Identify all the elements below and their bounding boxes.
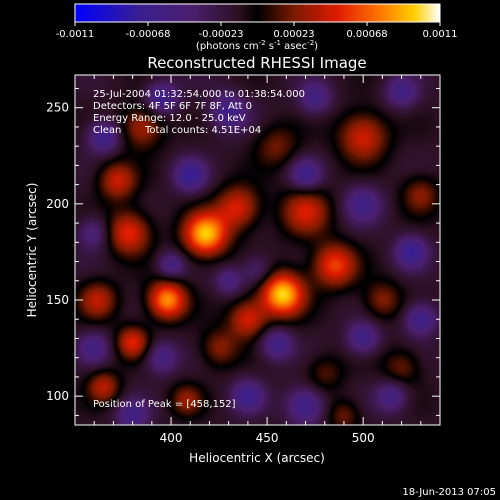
- colorbar-tick-label: 0.00068: [346, 29, 387, 40]
- heatmap-area: [75, 75, 440, 425]
- colorbar-unit-label: (photons cm-2 s-1 asec-2): [196, 39, 318, 52]
- colorbar-tick-label: -0.00068: [126, 29, 171, 40]
- colorbar-tick-labels: -0.0011 -0.00068 -0.00023 0.00023 0.00068 0.0…: [56, 29, 458, 40]
- y-tick-label: 250: [46, 101, 69, 115]
- annotation-energy-range: Energy Range: 12.0 - 25.0 keV: [93, 113, 246, 124]
- annotation-time-range: 25-Jul-2004 01:32:54.000 to 01:38:54.000: [93, 89, 305, 100]
- annotation-detectors: Detectors: 4F 5F 6F 7F 8F, Att 0: [93, 101, 252, 112]
- annotation-peak-position: Position of Peak = [458,152]: [93, 399, 236, 410]
- x-axis-ticks: 400 450 500: [93, 75, 441, 445]
- footer-timestamp: 18-Jun-2013 07:05: [402, 487, 496, 498]
- x-tick-label: 500: [352, 431, 375, 445]
- chart-title: Reconstructed RHESSI Image: [147, 54, 366, 72]
- plot-frame: [74, 74, 441, 426]
- y-axis-label: Heliocentric Y (arcsec): [25, 183, 39, 318]
- colorbar-tick-label: 0.0011: [423, 29, 458, 40]
- colorbar-ticks: [74, 22, 441, 26]
- annotation-total-counts: Total counts: 4.51E+04: [144, 125, 261, 136]
- x-tick-label: 400: [160, 431, 183, 445]
- y-tick-label: 200: [46, 197, 69, 211]
- colorbar-tick-label: -0.00023: [199, 29, 244, 40]
- colorbar: [74, 3, 441, 23]
- annotation-clean: Clean: [93, 125, 121, 136]
- x-axis-label: Heliocentric X (arcsec): [189, 451, 325, 465]
- y-axis-ticks: 100 150 200 250: [46, 87, 440, 416]
- x-tick-label: 450: [256, 431, 279, 445]
- y-tick-label: 100: [46, 389, 69, 403]
- colorbar-tick-label: -0.0011: [56, 29, 95, 40]
- y-tick-label: 150: [46, 293, 69, 307]
- colorbar-tick-label: 0.00023: [273, 29, 314, 40]
- heatmap-canvas: [75, 75, 440, 425]
